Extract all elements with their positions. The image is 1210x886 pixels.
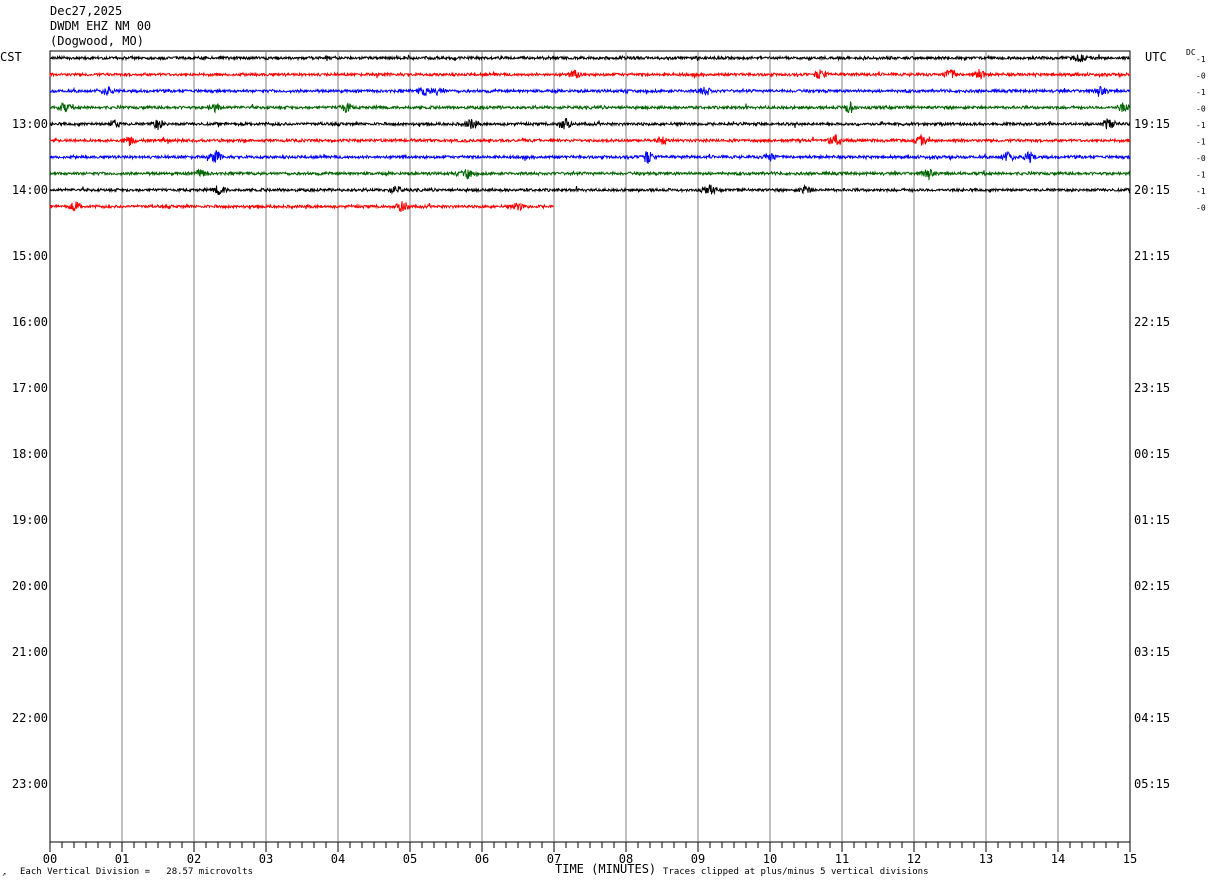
left-hour-label: 22:00 — [12, 711, 48, 725]
left-hour-label: 13:00 — [12, 117, 48, 131]
x-tick-label: 03 — [259, 852, 273, 866]
seismic-trace-row — [49, 183, 1131, 196]
right-timezone-label: UTC — [1145, 50, 1167, 64]
right-hour-label: 02:15 — [1134, 579, 1170, 593]
left-hour-label: 16:00 — [12, 315, 48, 329]
x-tick-label: 07 — [547, 852, 561, 866]
left-hour-label: 19:00 — [12, 513, 48, 527]
dc-offset-value: -1 — [1196, 55, 1206, 64]
right-hour-label: 23:15 — [1134, 381, 1170, 395]
trace-layer — [49, 54, 1131, 213]
right-hour-label: 03:15 — [1134, 645, 1170, 659]
seismic-trace-row — [49, 86, 1131, 97]
left-hour-label: 15:00 — [12, 249, 48, 263]
station-code: DWDM EHZ NM 00 — [50, 19, 152, 33]
x-tick-label: 09 — [691, 852, 705, 866]
right-hour-label: 21:15 — [1134, 249, 1170, 263]
dc-offset-value: -1 — [1196, 171, 1206, 180]
plot-date: Dec27,2025 — [50, 4, 123, 18]
left-hour-label: 23:00 — [12, 777, 48, 791]
right-hour-label: 05:15 — [1134, 777, 1170, 791]
x-tick-label: 04 — [331, 852, 345, 866]
left-hour-label: 21:00 — [12, 645, 48, 659]
x-tick-label: 08 — [619, 852, 633, 866]
seismic-trace-row — [49, 69, 1131, 81]
seismic-trace-row — [49, 100, 1131, 114]
left-hour-label: 17:00 — [12, 381, 48, 395]
seismic-trace-row — [49, 133, 1131, 146]
seismic-trace-row — [49, 150, 1131, 164]
dc-offset-value: -0 — [1196, 204, 1206, 213]
label-layer: 00 01 02 03 04 05 06 07 08 09 10 11 12 13 14 15 13:00 14:… — [12, 55, 1206, 866]
x-tick-label: 14 — [1051, 852, 1065, 866]
left-hour-label: 20:00 — [12, 579, 48, 593]
x-axis-label: TIME (MINUTES) — [555, 862, 657, 876]
dc-offset-header: DC — [1186, 48, 1196, 57]
right-hour-label: 00:15 — [1134, 447, 1170, 461]
dc-offset-value: -0 — [1196, 72, 1206, 81]
x-tick-label: 13 — [979, 852, 993, 866]
dc-offset-value: -0 — [1196, 154, 1206, 163]
right-hour-label: 20:15 — [1134, 183, 1170, 197]
seismic-trace-row — [49, 54, 1131, 63]
x-tick-label: 00 — [43, 852, 57, 866]
vertical-division-note: Each Vertical Division = 28.57 microvolt… — [20, 867, 253, 877]
corner-mark: ↗ — [2, 870, 7, 878]
right-hour-label: 01:15 — [1134, 513, 1170, 527]
left-hour-label: 18:00 — [12, 447, 48, 461]
plot-frame — [49, 50, 1131, 843]
dc-offset-value: -0 — [1196, 105, 1206, 114]
dc-offset-value: -1 — [1196, 187, 1206, 196]
dc-offset-value: -1 — [1196, 88, 1206, 97]
right-hour-label: 19:15 — [1134, 117, 1170, 131]
clip-note: Traces clipped at plus/minus 5 vertical … — [663, 867, 929, 877]
right-hour-label: 22:15 — [1134, 315, 1170, 329]
dc-offset-value: -1 — [1196, 121, 1206, 130]
x-tick-label: 12 — [907, 852, 921, 866]
left-timezone-label: CST — [0, 50, 22, 64]
grid-layer — [49, 50, 1131, 852]
left-hour-label: 14:00 — [12, 183, 48, 197]
x-tick-label: 05 — [403, 852, 417, 866]
x-tick-label: 06 — [475, 852, 489, 866]
seismic-trace-row — [49, 168, 1131, 181]
seismic-trace-row — [49, 117, 1131, 130]
x-tick-label: 10 — [763, 852, 777, 866]
dc-offset-value: -1 — [1196, 138, 1206, 147]
station-location: (Dogwood, MO) — [50, 34, 144, 48]
right-hour-label: 04:15 — [1134, 711, 1170, 725]
x-tick-label: 01 — [115, 852, 129, 866]
x-tick-label: 02 — [187, 852, 201, 866]
x-tick-label: 15 — [1123, 852, 1137, 866]
x-tick-label: 11 — [835, 852, 849, 866]
seismic-trace-row — [49, 201, 555, 213]
